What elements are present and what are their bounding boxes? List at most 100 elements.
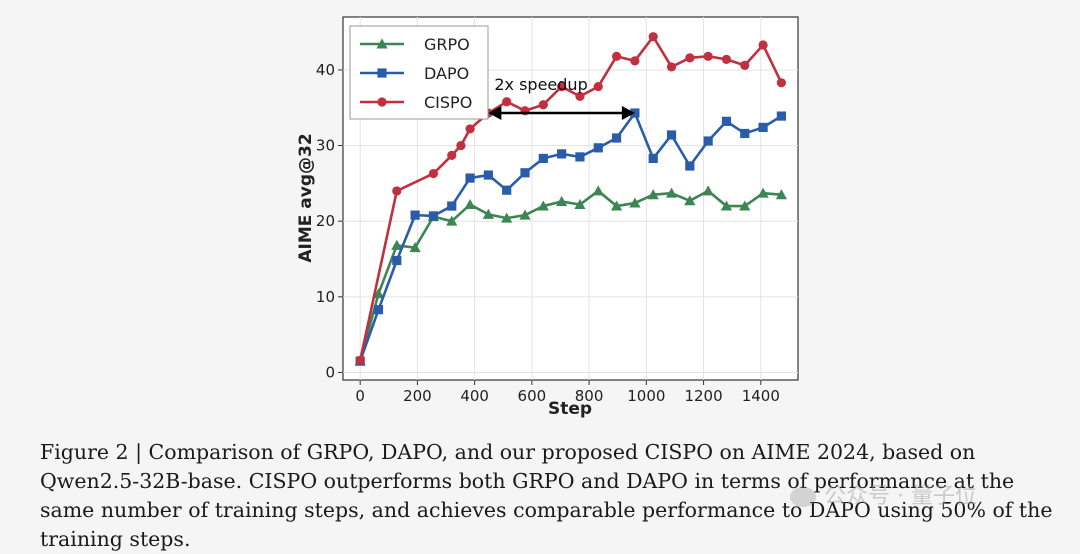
cispo-point [611,51,622,61]
grpo-point [556,195,568,207]
grpo-point [391,239,403,250]
dapo-point [630,108,640,118]
cispo-point [740,60,750,70]
y-tick-label: 40 [316,61,335,79]
y-tick-label: 0 [325,363,335,381]
dapo-point [502,185,512,195]
grpo-point [409,242,421,253]
series-layer [354,32,788,366]
grpo-point [501,212,513,223]
dapo-point [593,143,603,153]
x-tick-label: 400 [460,387,489,405]
cispo-point [575,91,585,102]
watermark-text: 公众号 · 量子位 [824,484,977,509]
cispo-point [428,168,439,179]
speedup-label: 2x speedup [494,75,587,94]
x-tick-label: 800 [575,387,604,405]
speedup-arrow-head-left [488,106,502,121]
wechat-icon [790,487,816,507]
grpo-point [702,185,714,196]
legend-label-grpo: GRPO [424,35,470,54]
cispo-point [538,100,548,110]
cispo-point [758,40,768,50]
x-tick-label: 0 [355,387,365,405]
speedup-arrow-head-right [621,106,635,121]
dapo-point [648,153,658,164]
grpo-point [372,288,385,299]
cispo-point [392,186,402,196]
y-tick-label: 10 [316,288,335,306]
legend: GRPO DAPO CISPO [349,25,489,120]
dapo-point [428,211,439,221]
y-axis-label: AIME avg@32 [296,133,316,262]
cispo-point [685,53,695,63]
figure-caption: Figure 2 | Comparison of GRPO, DAPO, and… [40,440,1053,551]
x-tick-label: 600 [518,387,547,405]
cispo-point [703,51,713,61]
watermark: 公众号 · 量子位 [790,478,977,510]
dapo-point [447,201,457,211]
grpo-point [446,215,458,226]
dapo-point [611,133,622,143]
legend-marker-dapo [377,68,387,78]
cispo-point [776,78,787,88]
grpo-point [647,189,659,200]
legend-marker-grpo [376,38,388,49]
legend-item-dapo: DAPO [360,64,469,83]
grpo-point [629,197,641,208]
legend-marker-cispo [377,97,387,107]
dapo-point [520,168,530,178]
x-axis: 0 200 400 600 800 1000 1200 1400 [355,380,780,405]
dapo-point [666,130,677,140]
grpo-point [720,200,733,211]
y-tick-label: 20 [316,212,335,230]
dapo-point [740,128,750,139]
dapo-point [410,210,420,220]
speedup-annotation: 2x speedup [488,75,635,121]
dapo-point [557,149,567,159]
grpo-point [592,185,604,196]
cispo-point [721,54,732,64]
grpo-point [519,209,531,220]
cispo-point [593,81,603,92]
x-tick-label: 1200 [684,387,722,405]
grpo-point [537,200,549,211]
legend-item-grpo: GRPO [360,35,470,54]
grpo-point [684,195,696,206]
dapo-point [758,122,768,133]
series-dapo [355,108,787,366]
grpo-point [464,198,476,210]
dapo-point [685,161,695,171]
dapo-point [575,152,585,162]
grpo-point [482,208,494,219]
x-tick-label: 1400 [742,387,780,405]
dapo-point [703,136,713,146]
dapo-point [538,153,548,164]
grpo-point [757,187,769,198]
grpo-point [739,200,751,211]
chart: 0 200 400 600 800 1000 1200 1400 0 10 20 30 40 2x s… [296,16,799,419]
cispo-point [465,124,475,134]
cispo-point [502,97,512,107]
dapo-point [483,170,493,180]
x-axis-label: Step [548,399,592,419]
grpo-point [665,187,678,198]
dapo-point [776,111,787,121]
x-tick-label: 1000 [627,387,665,405]
cispo-point [630,56,640,66]
cispo-point [666,62,677,72]
cispo-point [355,355,365,365]
dapo-point [465,173,475,183]
cispo-point [648,32,658,42]
dapo-point [721,116,732,126]
grpo-point [610,200,623,211]
grpo-point [574,198,586,210]
cispo-point [447,150,457,160]
grpo-point [775,189,788,200]
dapo-point [392,255,402,266]
y-axis: 0 10 20 30 40 [316,61,343,381]
cispo-point [456,140,466,151]
series-grpo [354,185,788,366]
dapo-point [373,305,384,315]
y-tick-label: 30 [316,137,335,155]
